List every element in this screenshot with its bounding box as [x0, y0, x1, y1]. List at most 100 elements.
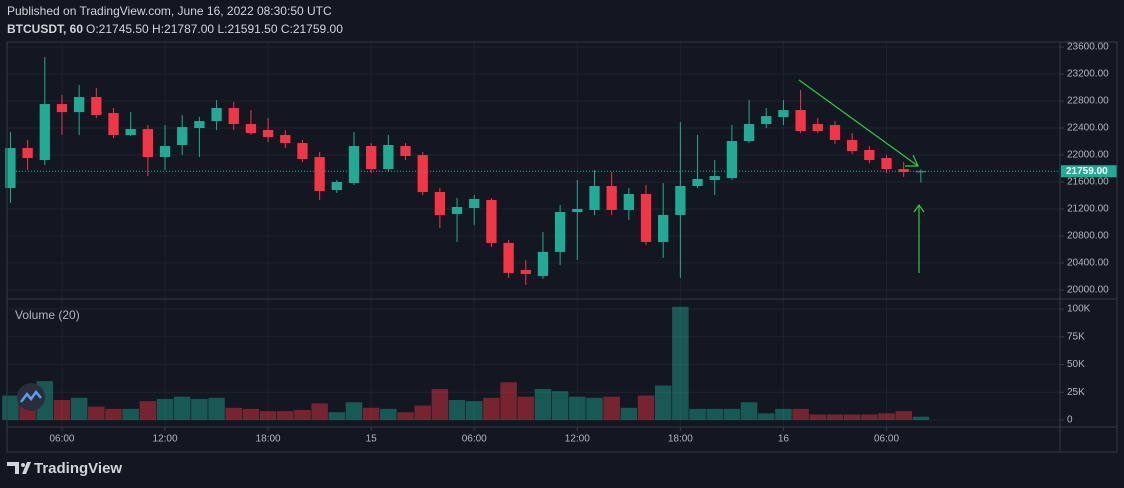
volume-bar [88, 406, 105, 421]
x-tick-label: 12:00 [565, 434, 590, 445]
y-tick-label: 20400.00 [1067, 258, 1109, 269]
volume-bar [105, 408, 122, 421]
candle-body [108, 113, 119, 136]
candle-body [503, 242, 514, 273]
candle-body [177, 127, 188, 146]
volume-bar [706, 408, 723, 421]
volume-tick-label: 0 [1067, 415, 1073, 426]
volume-bar [740, 402, 758, 421]
candle-body [898, 169, 909, 172]
candle-body [726, 141, 738, 178]
volume-tick-label: 100K [1067, 304, 1091, 315]
candle-body [5, 147, 16, 188]
candle-body [366, 146, 377, 170]
candle-body [125, 129, 136, 136]
volume-bar [809, 414, 827, 421]
x-tick-label: 15 [366, 434, 378, 445]
volume-bar [843, 414, 861, 421]
y-tick-label: 22800.00 [1067, 96, 1109, 107]
y-tick-label: 21600.00 [1067, 177, 1109, 188]
candle-body [194, 121, 205, 129]
y-tick-label: 22000.00 [1067, 150, 1109, 161]
candle-body [623, 193, 634, 210]
volume-bar [534, 388, 552, 421]
volume-bar [122, 408, 139, 421]
candle-body [22, 147, 33, 159]
candle-body [812, 124, 823, 132]
y-tick-label: 21200.00 [1067, 204, 1109, 215]
candle-body [709, 176, 720, 181]
volume-bar [792, 408, 809, 421]
x-tick-label: 06:00 [462, 434, 487, 445]
frame [6, 41, 1118, 453]
x-tick-label: 06:00 [49, 434, 74, 445]
candle-body [658, 214, 669, 242]
candle-body [486, 199, 497, 243]
candle-body [314, 157, 325, 192]
volume-bar [225, 407, 242, 421]
volume-bar [397, 412, 414, 421]
volume-bar [569, 396, 586, 421]
candle-body [73, 97, 85, 113]
candle-body [572, 208, 583, 212]
candle-body [829, 125, 841, 141]
volume-bar [551, 391, 569, 421]
volume-bar [242, 408, 260, 421]
candle-body [91, 97, 102, 116]
candle-body [915, 171, 927, 173]
volume-bar [2, 395, 19, 421]
grid: 20000.00 20400.00 20800.00 21200.00 21600.00… [7, 42, 1109, 445]
volume-bar [895, 411, 912, 421]
candle-body [39, 104, 50, 161]
candle-body [56, 104, 68, 113]
volume-bar [826, 414, 844, 421]
volume-bar [654, 385, 672, 421]
volume-bar [620, 407, 638, 421]
candle-body [675, 186, 686, 215]
volume-bar [465, 401, 483, 421]
x-tick-label: 06:00 [874, 434, 899, 445]
marks: 21759.00 [2, 57, 1117, 421]
candle-body [692, 179, 703, 187]
volume-tick-label: 25K [1067, 387, 1085, 398]
candle-body [297, 143, 308, 160]
volume-bar [53, 400, 71, 421]
volume-bar [603, 396, 620, 421]
volume-bar [294, 410, 311, 421]
volume-bar [861, 414, 878, 421]
volume-bar [775, 408, 792, 421]
symbol: BTCUSDT, 60 [7, 22, 83, 36]
candle-body [383, 145, 394, 170]
y-tick-label: 23600.00 [1067, 42, 1109, 53]
volume-bar [362, 407, 380, 421]
candle-body [434, 192, 446, 215]
volume-bar [173, 396, 191, 421]
volume-title: Volume (20) [15, 308, 80, 322]
candle-body [795, 110, 806, 132]
brand-logo [7, 462, 31, 474]
volume-bar [259, 411, 277, 421]
last-price-label: 21759.00 [1066, 166, 1108, 177]
candle-body [864, 149, 875, 161]
volume-bar [517, 396, 535, 421]
candle-body [469, 198, 480, 209]
volume-bar [208, 397, 225, 421]
volume-bar [277, 411, 294, 421]
y-tick-label: 22400.00 [1067, 123, 1109, 134]
volume-bar [139, 401, 157, 421]
trend-arrow [798, 79, 919, 167]
candle-body [761, 116, 772, 125]
candle-body [451, 207, 463, 214]
candle-body [262, 130, 274, 138]
published-line: Published on TradingView.com, June 16, 2… [7, 4, 332, 18]
volume-bar [500, 382, 517, 421]
candle-body [245, 124, 257, 134]
x-tick-label: 12:00 [153, 434, 178, 445]
candle-body [606, 186, 617, 210]
volume-bar [689, 408, 706, 421]
candle-body [743, 124, 755, 142]
volume-tick-label: 75K [1067, 331, 1085, 342]
volume-bar [637, 395, 655, 421]
y-tick-label: 23200.00 [1067, 69, 1109, 80]
